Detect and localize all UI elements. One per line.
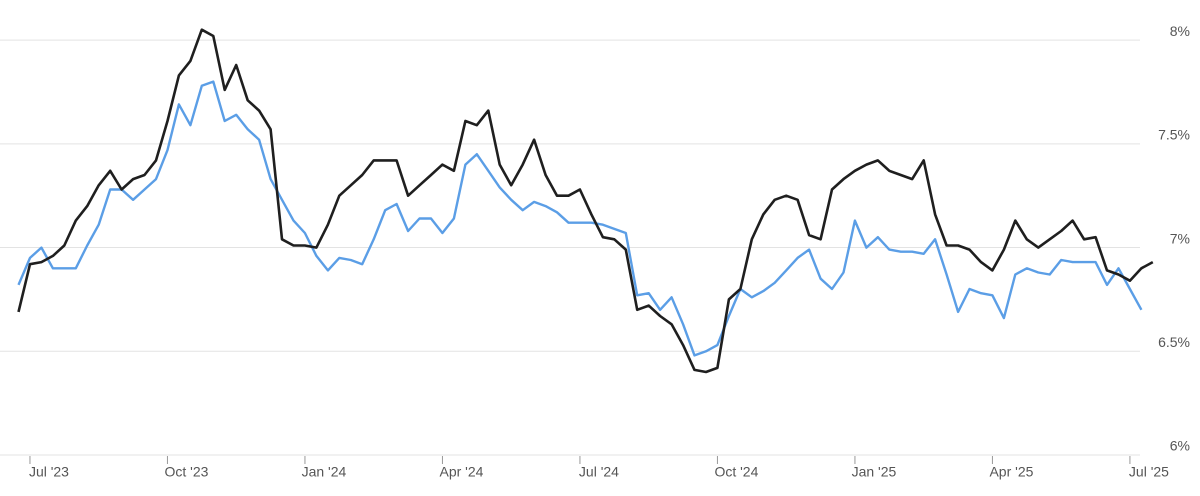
x-tick-label: Apr '24 <box>439 464 483 480</box>
x-tick-label: Jul '23 <box>29 464 69 480</box>
x-tick-label: Jan '25 <box>852 464 897 480</box>
x-tick-label: Jan '24 <box>302 464 347 480</box>
line-series <box>17 80 1143 357</box>
line-series <box>17 28 1154 374</box>
y-tick-label: 6% <box>1170 438 1190 454</box>
x-tick-label: Jul '25 <box>1129 464 1169 480</box>
y-tick-label: 8% <box>1170 23 1190 39</box>
x-tick-label: Jul '24 <box>579 464 619 480</box>
y-tick-label: 7.5% <box>1158 127 1190 143</box>
x-tick-label: Oct '24 <box>714 464 758 480</box>
x-tick-label: Oct '23 <box>164 464 208 480</box>
y-tick-label: 6.5% <box>1158 334 1190 350</box>
x-tick-label: Apr '25 <box>989 464 1033 480</box>
y-tick-label: 7% <box>1170 230 1190 246</box>
